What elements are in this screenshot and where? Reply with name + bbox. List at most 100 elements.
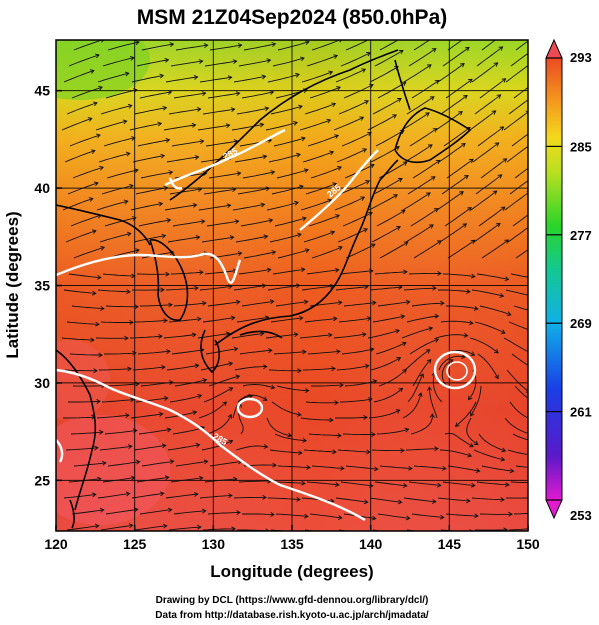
streamline-338 <box>138 428 171 435</box>
streamline-44 <box>139 91 172 99</box>
streamline-39 <box>437 63 465 83</box>
coast-china-east <box>56 349 97 511</box>
streamline-266 <box>69 353 103 356</box>
streamline-33 <box>233 75 266 83</box>
streamline-arrow-402 <box>431 499 437 504</box>
streamline-377 <box>515 465 528 468</box>
streamline-390 <box>476 481 509 486</box>
streamline-178 <box>405 224 434 243</box>
streamline-arrow-236 <box>506 311 512 317</box>
streamline-arrow-209 <box>539 277 543 281</box>
streamline-arrow-42 <box>98 85 103 91</box>
streamline-arrow-194 <box>504 239 510 244</box>
streamline-219 <box>369 286 402 291</box>
streamline-arrow-60 <box>230 107 236 113</box>
streamline-9 <box>379 40 399 51</box>
streamline-arrow-165 <box>467 207 472 212</box>
streamline-arrow-36 <box>361 68 367 73</box>
streamline-103 <box>234 155 267 163</box>
streamline-arrow-241 <box>197 316 202 322</box>
streamline-arrow-127 <box>128 183 134 189</box>
streamline-arrow-409 <box>202 508 207 514</box>
streamline-129 <box>169 188 202 195</box>
streamline-19 <box>238 59 271 67</box>
streamline-arrow-343 <box>337 433 342 438</box>
streamline-arrow-169 <box>126 231 132 237</box>
streamline-352 <box>133 444 166 451</box>
streamline-arrow-412 <box>304 513 309 519</box>
streamline-arrow-334 <box>473 440 479 446</box>
streamline-arrow-297 <box>202 378 208 383</box>
streamline-237 <box>513 305 528 311</box>
coast-japan-honshu <box>214 159 399 346</box>
streamline-307 <box>514 385 528 399</box>
streamline-arrow-96 <box>499 126 505 131</box>
streamline-417 <box>445 513 478 517</box>
streamline-122 <box>412 160 440 179</box>
streamline-arrow-3 <box>203 43 209 49</box>
streamline-180 <box>473 223 501 243</box>
streamline-arrow-235 <box>473 305 479 311</box>
streamline-209 <box>510 273 528 278</box>
streamline-arrow-311 <box>197 393 203 399</box>
streamline-arrow-178 <box>429 224 434 229</box>
streamline-29 <box>97 72 129 83</box>
streamline-312 <box>203 387 233 403</box>
streamline-74 <box>197 124 230 131</box>
streamline-arrow-374 <box>442 465 447 471</box>
streamline-311 <box>169 394 202 403</box>
streamline-arrow-405 <box>535 496 539 500</box>
streamline-388 <box>408 481 441 486</box>
hot-region-west <box>56 340 110 420</box>
streamline-233 <box>377 301 410 307</box>
streamline-arrow-115 <box>202 171 208 176</box>
streamline-arrow-352 <box>161 443 167 449</box>
streamline-arrow-393 <box>125 491 131 497</box>
streamline-405 <box>505 497 528 499</box>
streamline-arrow-38 <box>426 64 432 69</box>
streamline-arrow-219 <box>398 284 403 290</box>
streamline-arrow-411 <box>270 512 275 517</box>
streamline-arrow-80 <box>425 112 430 117</box>
streamline-arrow-24 <box>431 48 437 53</box>
streamline-arrow-8 <box>373 40 374 41</box>
colorbar-extend-max <box>545 38 563 59</box>
streamline-arrow-372 <box>374 466 379 472</box>
streamline-arrow-199 <box>199 269 204 275</box>
streamline-78 <box>333 116 364 131</box>
streamline-15 <box>102 57 135 67</box>
streamline-arrow-126 <box>93 181 99 187</box>
streamline-242 <box>202 317 235 323</box>
streamline-arrow-125 <box>537 159 541 163</box>
streamline-arrow-225 <box>134 304 139 310</box>
streamline-326 <box>198 401 227 419</box>
streamline-422 <box>134 525 167 531</box>
streamline-16 <box>136 59 169 67</box>
streamline-arrow-336 <box>99 429 104 435</box>
streamline-arrow-121 <box>402 161 408 166</box>
streamline-239 <box>100 321 134 323</box>
streamline-394 <box>131 492 164 499</box>
streamline-365 <box>107 461 140 467</box>
streamline-arrow-345 <box>404 427 410 433</box>
streamline-415 <box>377 513 410 519</box>
streamline-333 <box>428 387 438 419</box>
streamline-arrow-230 <box>303 299 309 305</box>
streamline-110 <box>472 142 499 163</box>
streamline-arrow-135 <box>398 178 403 183</box>
colorbar-tick-label-4: 285 <box>570 139 592 154</box>
x-tick-label-4: 140 <box>359 536 383 552</box>
streamline-247 <box>372 315 405 323</box>
streamline-130 <box>203 188 236 195</box>
streamline-arrow-53 <box>467 78 473 84</box>
colorbar: 253 261 269 277 285 293 <box>545 38 592 523</box>
streamline-167 <box>512 214 528 227</box>
streamline-1 <box>107 41 140 51</box>
streamline-374 <box>413 465 446 470</box>
streamline-213 <box>165 287 198 291</box>
streamline-358 <box>337 449 370 453</box>
streamline-297 <box>174 379 207 387</box>
streamline-61 <box>236 107 269 115</box>
streamline-arrow-94 <box>432 128 438 133</box>
streamline-arrow-114 <box>168 170 174 175</box>
